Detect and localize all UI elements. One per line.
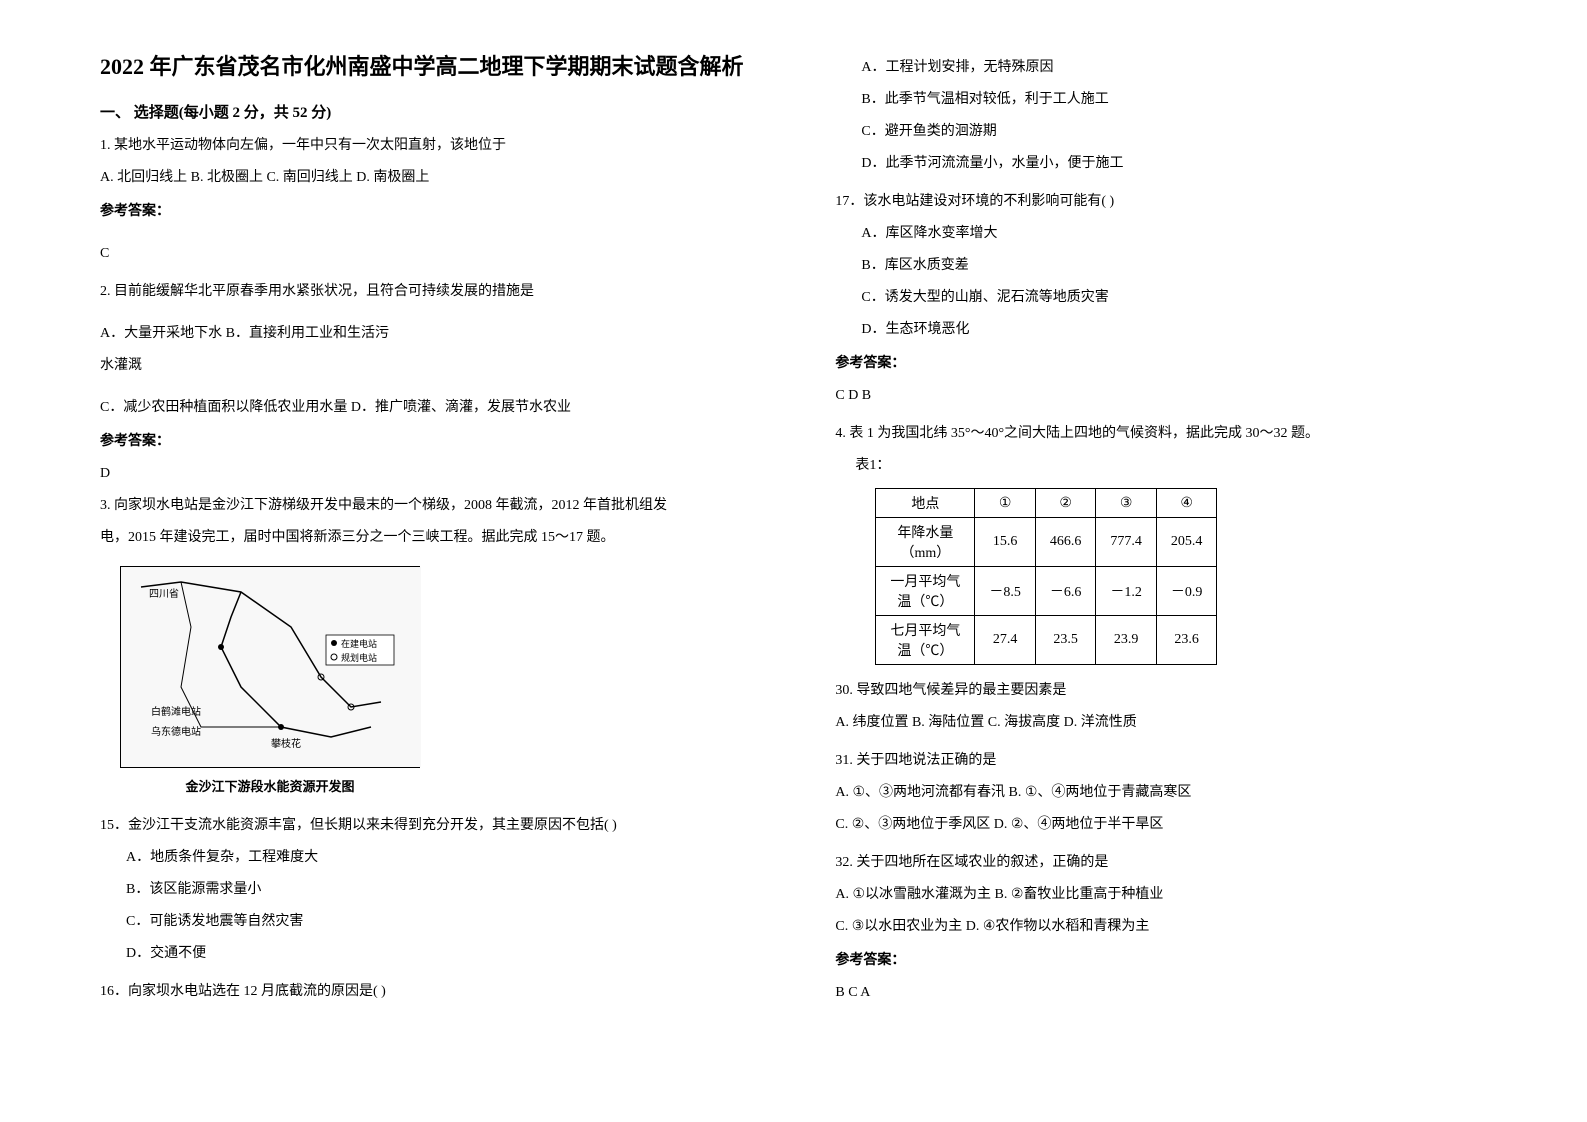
q30-options: A. 纬度位置 B. 海陆位置 C. 海拔高度 D. 洋流性质 [835,709,1510,737]
th-3: ③ [1096,489,1157,518]
question-17: 17．该水电站建设对环境的不利影响可能有( ) A．库区降水变率增大 B．库区水… [835,188,1510,410]
q2-stem: 2. 目前能缓解华北平原春季用水紧张状况，且符合可持续发展的措施是 [100,278,775,306]
q17-d: D．生态环境恶化 [835,316,1510,344]
question-32: 32. 关于四地所在区域农业的叙述，正确的是 A. ①以冰雪融水灌溉为主 B. … [835,849,1510,1007]
q15-c: C．可能诱发地震等自然灾害 [100,908,775,936]
q31-options-ab: A. ①、③两地河流都有春汛 B. ①、④两地位于青藏高寒区 [835,779,1510,807]
legend-planned: 规划电站 [341,652,377,663]
page-title: 2022 年广东省茂名市化州南盛中学高二地理下学期期末试题含解析 [100,50,775,83]
q2-options-ab: A．大量开采地下水 B．直接利用工业和生活污 [100,320,775,348]
q16-b: B．此季节气温相对较低，利于工人施工 [835,86,1510,114]
question-16: 16．向家坝水电站选在 12 月底截流的原因是( ) [100,978,775,1006]
q1-answer-label: 参考答案： [100,198,775,226]
question-4: 4. 表 1 为我国北纬 35°～40°之间大陆上四地的气候资料，据此完成 30… [835,420,1510,665]
q16-a: A．工程计划安排，无特殊原因 [835,54,1510,82]
label-sichuan: 四川省 [149,587,179,600]
left-column: 2022 年广东省茂名市化州南盛中学高二地理下学期期末试题含解析 一、 选择题(… [100,50,775,1072]
q1-stem: 1. 某地水平运动物体向左偏，一年中只有一次太阳直射，该地位于 [100,132,775,160]
map-svg: 四川省 白鹤滩电站 乌东德电站 攀枝花 在建电站 规划电站 [121,567,421,767]
question-30: 30. 导致四地气候差异的最主要因素是 A. 纬度位置 B. 海陆位置 C. 海… [835,677,1510,737]
section-header: 一、 选择题(每小题 2 分，共 52 分) [100,101,775,122]
q15-d: D．交通不便 [100,940,775,968]
q3-intro-b: 电，2015 年建设完工，届时中国将新添三分之一个三峡工程。据此完成 15～17… [100,524,775,552]
q2-options-ab2: 水灌溉 [100,352,775,380]
table-header-row: 地点 ① ② ③ ④ [876,489,1217,518]
label-wudongde: 乌东德电站 [151,725,201,738]
q31-stem: 31. 关于四地说法正确的是 [835,747,1510,775]
q17-c: C．诱发大型的山崩、泥石流等地质灾害 [835,284,1510,312]
row2-c3: 23.9 [1096,616,1157,665]
table-row: 七月平均气温（℃） 27.4 23.5 23.9 23.6 [876,616,1217,665]
label-baihetan: 白鹤滩电站 [151,705,201,718]
row1-c3: －1.2 [1096,567,1157,616]
q4-stem: 4. 表 1 为我国北纬 35°～40°之间大陆上四地的气候资料，据此完成 30… [835,420,1510,448]
legend-built: 在建电站 [341,638,377,649]
q4-table-caption: 表1： [855,452,1510,480]
row2-c4: 23.6 [1156,616,1217,665]
q17-answer-label: 参考答案： [835,350,1510,378]
q15-b: B．该区能源需求量小 [100,876,775,904]
question-31: 31. 关于四地说法正确的是 A. ①、③两地河流都有春汛 B. ①、④两地位于… [835,747,1510,839]
q1-options: A. 北回归线上 B. 北极圈上 C. 南回归线上 D. 南极圈上 [100,164,775,192]
q2-options-cd: C．减少农田种植面积以降低农业用水量 D．推广喷灌、滴灌，发展节水农业 [100,394,775,422]
q32-stem: 32. 关于四地所在区域农业的叙述，正确的是 [835,849,1510,877]
q3-intro-a: 3. 向家坝水电站是金沙江下游梯级开发中最末的一个梯级，2008 年截流，201… [100,492,775,520]
q16-stem: 16．向家坝水电站选在 12 月底截流的原因是( ) [100,978,775,1006]
row2-c2: 23.5 [1035,616,1096,665]
q16-c: C．避开鱼类的洄游期 [835,118,1510,146]
q17-answer: C D B [835,382,1510,410]
q4-table: 地点 ① ② ③ ④ 年降水量（mm） 15.6 466.6 777.4 205… [875,488,1217,665]
row1-c4: －0.9 [1156,567,1217,616]
row1-label: 一月平均气温（℃） [876,567,975,616]
th-2: ② [1035,489,1096,518]
question-1: 1. 某地水平运动物体向左偏，一年中只有一次太阳直射，该地位于 A. 北回归线上… [100,132,775,268]
row0-label: 年降水量（mm） [876,518,975,567]
table-row: 年降水量（mm） 15.6 466.6 777.4 205.4 [876,518,1217,567]
row2-c1: 27.4 [975,616,1036,665]
row0-c3: 777.4 [1096,518,1157,567]
row1-c1: －8.5 [975,567,1036,616]
q17-stem: 17．该水电站建设对环境的不利影响可能有( ) [835,188,1510,216]
q15-a: A．地质条件复杂，工程难度大 [100,844,775,872]
q31-options-cd: C. ②、③两地位于季风区 D. ②、④两地位于半干旱区 [835,811,1510,839]
row2-label: 七月平均气温（℃） [876,616,975,665]
question-2: 2. 目前能缓解华北平原春季用水紧张状况，且符合可持续发展的措施是 A．大量开采… [100,278,775,488]
q1-answer: C [100,240,775,268]
row0-c1: 15.6 [975,518,1036,567]
q32-options-cd: C. ③以水田农业为主 D. ④农作物以水稻和青稞为主 [835,913,1510,941]
row0-c2: 466.6 [1035,518,1096,567]
q2-answer: D [100,460,775,488]
q32-options-ab: A. ①以冰雪融水灌溉为主 B. ②畜牧业比重高于种植业 [835,881,1510,909]
figure-caption: 金沙江下游段水能资源开发图 [100,774,440,800]
q2-answer-label: 参考答案： [100,428,775,456]
th-4: ④ [1156,489,1217,518]
table-row: 一月平均气温（℃） －8.5 －6.6 －1.2 －0.9 [876,567,1217,616]
row0-c4: 205.4 [1156,518,1217,567]
label-gongzui: 攀枝花 [271,737,301,750]
q32-answer: B C A [835,979,1510,1007]
th-1: ① [975,489,1036,518]
row1-c2: －6.6 [1035,567,1096,616]
right-column: A．工程计划安排，无特殊原因 B．此季节气温相对较低，利于工人施工 C．避开鱼类… [835,50,1510,1072]
q32-answer-label: 参考答案： [835,947,1510,975]
q17-b: B．库区水质变差 [835,252,1510,280]
map-figure: 四川省 白鹤滩电站 乌东德电站 攀枝花 在建电站 规划电站 [120,566,420,768]
q17-a: A．库区降水变率增大 [835,220,1510,248]
th-0: 地点 [876,489,975,518]
q30-stem: 30. 导致四地气候差异的最主要因素是 [835,677,1510,705]
q15-stem: 15．金沙江干支流水能资源丰富，但长期以来未得到充分开发，其主要原因不包括( ) [100,812,775,840]
question-15: 15．金沙江干支流水能资源丰富，但长期以来未得到充分开发，其主要原因不包括( )… [100,812,775,968]
q16-d: D．此季节河流流量小，水量小，便于施工 [835,150,1510,178]
